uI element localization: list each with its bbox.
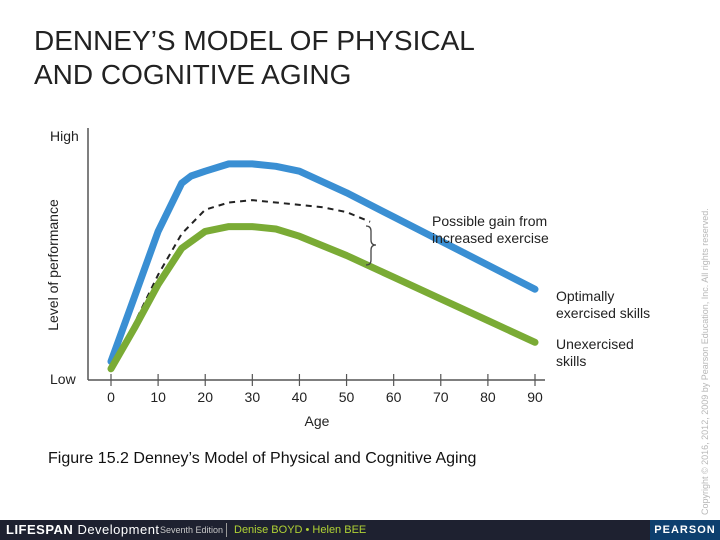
gain-brace	[365, 225, 377, 266]
annotation-possible-gain-line-1: Possible gain from	[432, 213, 547, 229]
annotation-optimal: Optimally exercised skills	[556, 288, 650, 321]
y-tick-label-low: Low	[50, 371, 77, 387]
slide-title-line-1: DENNEY’S MODEL OF PHYSICAL	[34, 25, 475, 56]
figure-caption: Figure 15.2 Denney’s Model of Physical a…	[48, 450, 477, 467]
footer-bar: LIFESPAN Development Seventh Edition Den…	[0, 520, 720, 540]
x-tick-label-60: 60	[386, 389, 402, 405]
x-tick-label-70: 70	[433, 389, 449, 405]
annotation-optimal-line-2: exercised skills	[556, 305, 650, 321]
slide-title: DENNEY’S MODEL OF PHYSICAL AND COGNITIVE…	[34, 24, 594, 92]
y-tick-label-high: High	[50, 128, 79, 144]
x-tick-label-80: 80	[480, 389, 496, 405]
annotation-optimal-line-1: Optimally	[556, 288, 614, 304]
series-line-optimal	[107, 160, 539, 365]
x-tick-label-20: 20	[197, 389, 213, 405]
y-axis-label: Level of performance	[45, 199, 61, 331]
footer-authors: Denise BOYD • Helen BEE	[234, 524, 367, 536]
footer-brand: LIFESPAN Development	[6, 522, 160, 537]
publisher-logo: PEARSON	[650, 520, 720, 540]
x-tick-label-30: 30	[245, 389, 261, 405]
copyright-notice: Copyright © 2016, 2012, 2009 by Pearson …	[700, 208, 710, 515]
series-layer	[107, 160, 539, 373]
x-tick-label-0: 0	[107, 389, 115, 405]
footer-edition: Seventh Edition	[160, 525, 224, 535]
series-line-possible-gain	[110, 199, 371, 367]
annotation-possible-gain-line-2: increased exercise	[432, 230, 549, 246]
chart-axes	[87, 128, 545, 381]
annotation-possible-gain: Possible gain from increased exercise	[432, 213, 551, 246]
x-tick-label-50: 50	[339, 389, 355, 405]
x-tick-label-40: 40	[292, 389, 308, 405]
annotation-unexercised: Unexercised skills	[556, 336, 638, 369]
x-tick-label-10: 10	[150, 389, 166, 405]
x-axis-label: Age	[305, 413, 330, 429]
annotation-unexercised-line-1: Unexercised	[556, 336, 634, 352]
slide-title-line-2: AND COGNITIVE AGING	[34, 59, 352, 90]
footer-brand-rest: Development	[73, 522, 160, 537]
annotation-unexercised-line-2: skills	[556, 353, 586, 369]
x-axis-ticks: 0 10 20 30 40 50 60 70 80 90	[107, 374, 543, 405]
x-tick-label-90: 90	[527, 389, 543, 405]
footer-brand-bold: LIFESPAN	[6, 522, 74, 537]
series-line-unexercised	[107, 223, 539, 373]
footer-divider	[226, 523, 227, 537]
